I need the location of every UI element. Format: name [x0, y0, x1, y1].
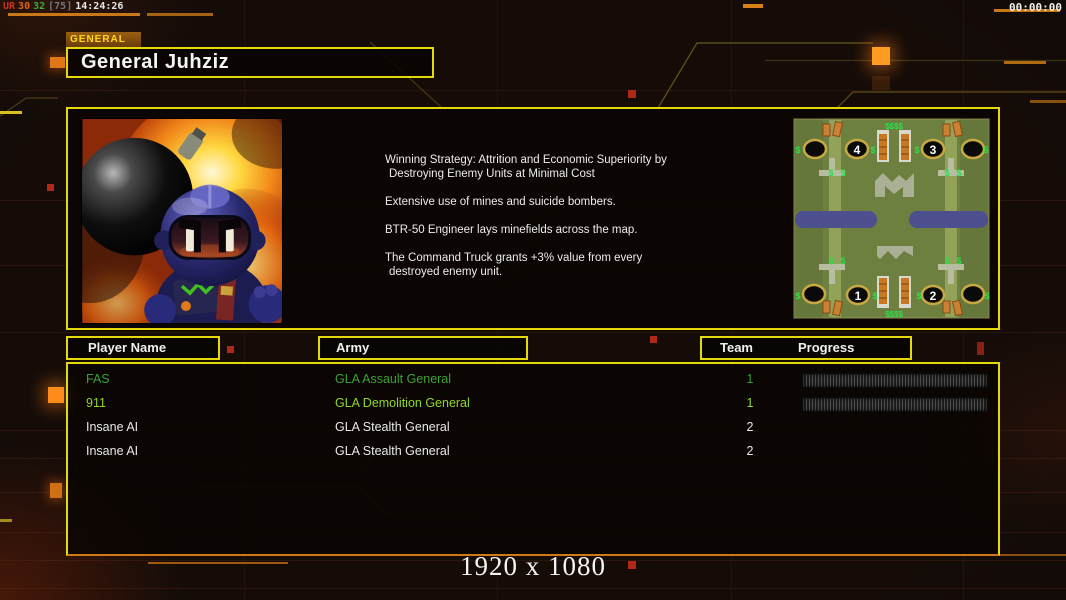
svg-text:$: $ [914, 145, 919, 155]
player-list-panel: FAS GLA Assault General 1 911 GLA Demoli… [66, 362, 1000, 556]
svg-text:$: $ [840, 168, 845, 178]
accent-dash [743, 4, 763, 8]
header-progress: Progress [798, 340, 855, 355]
table-row: Insane AI GLA Stealth General 2 [68, 416, 998, 440]
briefing-paragraph: Extensive use of mines and suicide bombe… [385, 196, 616, 208]
start-position-4: 4 [854, 143, 861, 157]
svg-text:$: $ [840, 256, 845, 266]
accent-dash [1004, 61, 1046, 64]
accent-square [50, 57, 65, 68]
accent-dash [0, 519, 12, 522]
header-team-progress: Team Progress [700, 336, 912, 360]
debug-readout: UR 30 32 [75] 14:24:26 [3, 1, 126, 12]
player-army: GLA Assault General [335, 372, 452, 386]
accent-square-red [47, 184, 54, 191]
svg-text:$: $ [944, 256, 949, 266]
accent-dash [147, 13, 213, 16]
general-name-title: General Juhziz [66, 47, 434, 78]
player-team: 1 [746, 396, 754, 410]
svg-text:$: $ [795, 145, 800, 155]
debug-value: 30 [18, 1, 31, 12]
progress-bar [802, 373, 988, 388]
accent-square-red [628, 561, 636, 569]
start-position-3: 3 [930, 143, 937, 157]
svg-text:$: $ [956, 168, 961, 178]
accent-square [50, 483, 62, 498]
debug-value: [75] [48, 1, 73, 12]
svg-text:$: $ [956, 256, 961, 266]
start-position-2: 2 [930, 289, 937, 303]
general-portrait [81, 118, 283, 324]
briefing-panel: Winning Strategy: Attrition and Economic… [66, 107, 1000, 330]
svg-text:$: $ [984, 291, 989, 301]
player-team: 2 [746, 444, 754, 458]
svg-text:$$$$: $$$$ [885, 310, 903, 319]
accent-square-red [650, 336, 657, 343]
money-markers: $$$$ $$$$ $ $ $ $ $ $ $ $ $ $ $ $ $ $ $ … [795, 122, 989, 319]
player-team: 2 [746, 420, 754, 434]
accent-square [872, 47, 890, 65]
player-army: GLA Demolition General [335, 396, 470, 410]
start-position-1: 1 [855, 289, 862, 303]
match-timer: 00:00:00 [1009, 1, 1062, 14]
player-name: FAS [86, 372, 110, 386]
accent-square-red [227, 346, 234, 353]
resolution-label: 1920 x 1080 [460, 551, 606, 581]
progress-bar [802, 397, 988, 412]
header-team: Team [720, 340, 753, 355]
svg-text:$$$$: $$$$ [885, 122, 903, 131]
table-row: FAS GLA Assault General 1 [68, 368, 998, 392]
accent-dash [1000, 554, 1066, 556]
header-army: Army [318, 336, 528, 360]
briefing-paragraph: Winning Strategy: Attrition and Economic… [385, 154, 667, 180]
map-preview: 4 3 1 2 $$$$ $$$$ $ $ $ $ $ $ $ $ $ $ [793, 118, 990, 319]
svg-text:$: $ [944, 168, 949, 178]
map-start-positions: 4 3 1 2 [801, 138, 986, 306]
accent-dash [0, 111, 22, 114]
debug-value: 32 [33, 1, 46, 12]
svg-text:$: $ [983, 145, 988, 155]
player-team: 1 [746, 372, 754, 386]
strategy-briefing: Winning Strategy: Attrition and Economic… [385, 153, 720, 293]
player-name: Insane AI [86, 444, 139, 458]
player-name: 911 [86, 396, 106, 410]
briefing-paragraph: The Command Truck grants +3% value from … [385, 252, 643, 278]
accent-dash [148, 562, 288, 564]
svg-text:$: $ [828, 256, 833, 266]
table-row: 911 GLA Demolition General 1 [68, 392, 998, 416]
player-name: Insane AI [86, 420, 139, 434]
accent-dash [994, 9, 1060, 12]
svg-text:$: $ [828, 168, 833, 178]
accent-square [872, 76, 890, 90]
table-row: Insane AI GLA Stealth General 2 [68, 440, 998, 464]
svg-text:$: $ [916, 291, 921, 301]
svg-text:$: $ [872, 291, 877, 301]
debug-clock: 14:24:26 [75, 1, 124, 12]
header-player-name: Player Name [66, 336, 220, 360]
player-army: GLA Stealth General [335, 444, 450, 458]
accent-square [48, 387, 64, 403]
svg-text:$: $ [870, 145, 875, 155]
general-tab-label: GENERAL [66, 32, 141, 47]
accent-square-red [628, 90, 636, 98]
accent-dash [1030, 100, 1066, 103]
player-army: GLA Stealth General [335, 420, 450, 434]
briefing-paragraph: BTR-50 Engineer lays minefields across t… [385, 224, 638, 236]
svg-text:$: $ [795, 291, 800, 301]
accent-dash [8, 13, 140, 16]
debug-label: UR [3, 1, 16, 12]
accent-square-red [977, 342, 984, 355]
